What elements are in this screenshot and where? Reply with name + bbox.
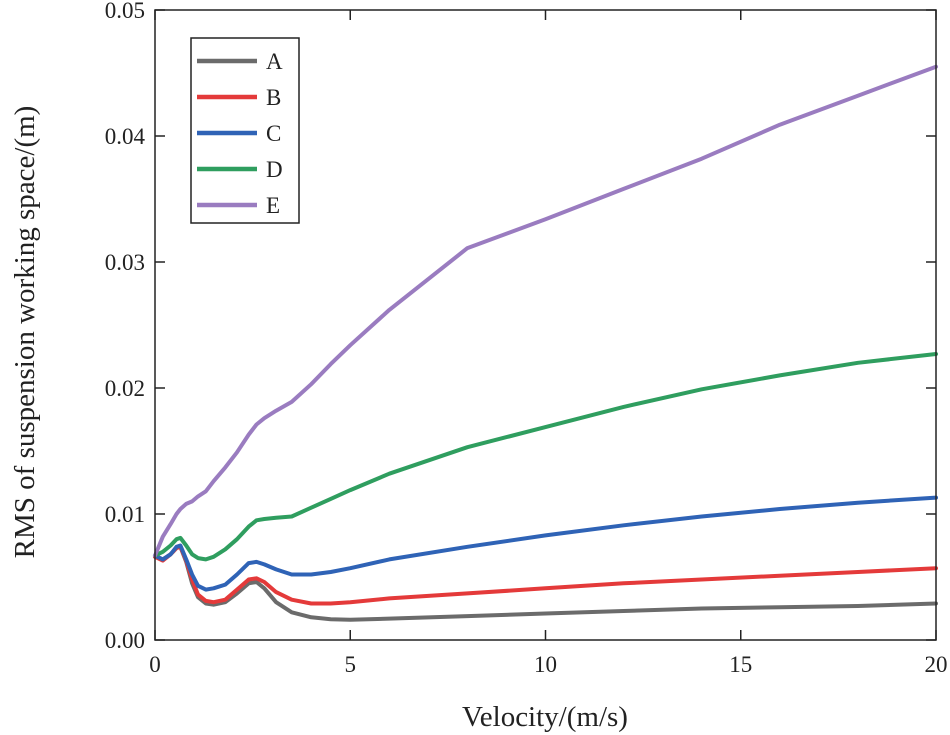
y-tick-label: 0.03 — [105, 250, 145, 275]
y-tick-label: 0.00 — [105, 628, 145, 653]
y-tick-label: 0.02 — [105, 376, 145, 401]
legend-label-b: B — [266, 85, 281, 110]
x-tick-label: 10 — [534, 652, 557, 677]
x-axis-title: Velocity/(m/s) — [462, 701, 628, 733]
x-tick-label: 15 — [729, 652, 752, 677]
x-tick-label: 20 — [925, 652, 948, 677]
legend-label-d: D — [266, 157, 283, 182]
series-line-c — [153, 495, 938, 592]
x-tick-label: 5 — [345, 652, 357, 677]
y-axis: 0.00 0.01 0.02 0.03 0.04 0.05 — [105, 0, 936, 653]
series-line-a — [153, 544, 938, 622]
y-tick-label: 0.05 — [105, 0, 145, 23]
legend-label-c: C — [266, 121, 281, 146]
legend-box — [190, 37, 300, 224]
x-tick-label: 0 — [149, 652, 161, 677]
legend-label-a: A — [266, 49, 283, 74]
x-axis: 0 5 10 15 20 — [149, 10, 948, 677]
series-line-d — [153, 352, 938, 562]
y-tick-label: 0.04 — [105, 124, 146, 149]
y-tick-label: 0.01 — [105, 502, 145, 527]
series-layer — [153, 64, 938, 622]
y-axis-title: RMS of suspension working space/(m) — [9, 106, 41, 559]
legend-label-e: E — [266, 193, 280, 218]
series-line-e — [153, 64, 938, 558]
